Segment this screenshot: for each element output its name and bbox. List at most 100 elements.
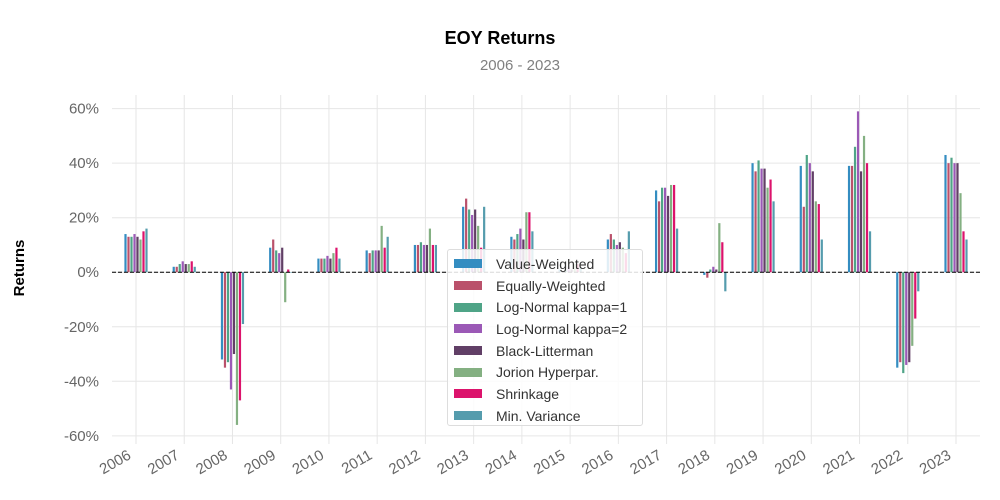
x-tick-label: 2021 bbox=[820, 447, 857, 478]
x-tick-label: 2016 bbox=[579, 447, 616, 478]
bar-log-normal-kappa-2 bbox=[712, 266, 715, 273]
bar-value-weighted bbox=[654, 190, 658, 273]
x-tick-label: 2019 bbox=[724, 447, 761, 478]
legend-swatch bbox=[454, 411, 482, 421]
bar-log-normal-kappa-2 bbox=[278, 253, 281, 273]
y-tick-label: 40% bbox=[69, 155, 99, 172]
bar-jorion-hyperpar- bbox=[862, 135, 866, 273]
bar-equally-weighted bbox=[368, 253, 371, 273]
legend-swatch bbox=[454, 302, 482, 312]
bar-jorion-hyperpar- bbox=[428, 228, 432, 273]
legend-label: Black-Litterman bbox=[496, 342, 594, 359]
bar-log-normal-kappa-1 bbox=[468, 209, 471, 273]
bar-min-variance bbox=[241, 272, 245, 325]
x-tick-label: 2007 bbox=[145, 447, 182, 478]
bar-value-weighted bbox=[365, 250, 368, 273]
bar-log-normal-kappa-1 bbox=[371, 250, 374, 273]
bar-shrinkage bbox=[865, 163, 869, 273]
bar-log-normal-kappa-1 bbox=[323, 258, 326, 273]
bar-black-litterman bbox=[666, 195, 670, 273]
y-tick-labels: 60% 40% 20% 0% -20% -40% -60% bbox=[64, 101, 99, 445]
bar-equally-weighted bbox=[127, 236, 130, 273]
bar-value-weighted bbox=[462, 206, 465, 273]
bar-min-variance bbox=[193, 266, 196, 273]
y-tick-label: -60% bbox=[64, 428, 99, 445]
legend-swatch bbox=[454, 389, 482, 399]
bar-log-normal-kappa-1 bbox=[902, 272, 905, 374]
bar-value-weighted bbox=[896, 272, 899, 368]
bar-jorion-hyperpar- bbox=[187, 264, 190, 273]
bar-black-litterman bbox=[377, 250, 380, 273]
x-tick-label: 2012 bbox=[386, 447, 423, 478]
y-axis-label: Returns bbox=[11, 240, 28, 297]
bar-min-variance bbox=[772, 201, 775, 273]
legend-item: Black-Litterman bbox=[454, 340, 642, 362]
x-tick-label: 2008 bbox=[193, 447, 230, 478]
bar-black-litterman bbox=[136, 236, 139, 273]
y-tick-label: 60% bbox=[69, 101, 99, 118]
chart-subtitle: 2006 - 2023 bbox=[480, 57, 560, 74]
legend-item: Shrinkage bbox=[454, 383, 642, 405]
y-tick-label: -40% bbox=[64, 373, 99, 390]
legend-label: Log-Normal kappa=1 bbox=[496, 299, 628, 316]
bar-shrinkage bbox=[190, 261, 193, 273]
bar-jorion-hyperpar- bbox=[525, 212, 528, 273]
bar-shrinkage bbox=[142, 231, 145, 273]
bar-equally-weighted bbox=[272, 239, 275, 273]
bar-log-normal-kappa-2 bbox=[471, 214, 474, 273]
bar-black-litterman bbox=[329, 258, 332, 273]
legend-label: Equally-Weighted bbox=[496, 277, 606, 294]
legend-item: Log-Normal kappa=1 bbox=[454, 296, 642, 318]
x-tick-label: 2011 bbox=[339, 447, 375, 478]
legend-label: Value-Weighted bbox=[496, 255, 595, 272]
bar-black-litterman bbox=[763, 168, 766, 273]
bar-log-normal-kappa-2 bbox=[905, 272, 908, 365]
bar-black-litterman bbox=[232, 272, 236, 355]
legend-label: Jorion Hyperpar. bbox=[496, 364, 599, 381]
x-tick-label: 2022 bbox=[868, 447, 905, 478]
legend-swatch bbox=[454, 281, 482, 291]
bar-min-variance bbox=[868, 231, 872, 273]
bar-equally-weighted bbox=[802, 206, 805, 273]
bar-value-weighted bbox=[413, 244, 417, 273]
bar-min-variance bbox=[675, 228, 679, 273]
legend-item: Jorion Hyperpar. bbox=[454, 361, 642, 383]
bar-shrinkage bbox=[672, 184, 676, 273]
x-tick-label: 2010 bbox=[290, 447, 327, 478]
bar-shrinkage bbox=[528, 212, 531, 273]
legend-swatch bbox=[454, 346, 482, 356]
bar-log-normal-kappa-2 bbox=[422, 244, 426, 273]
bar-value-weighted bbox=[847, 165, 851, 273]
y-tick-label: 0% bbox=[77, 264, 99, 281]
x-tick-label: 2018 bbox=[675, 447, 712, 478]
x-tick-label: 2020 bbox=[772, 447, 809, 478]
chart-title: EOY Returns bbox=[445, 28, 556, 48]
bar-log-normal-kappa-2 bbox=[760, 168, 763, 273]
bar-black-litterman bbox=[425, 244, 429, 273]
bar-jorion-hyperpar- bbox=[814, 201, 817, 273]
bar-log-normal-kappa-2 bbox=[808, 163, 811, 273]
bar-jorion-hyperpar- bbox=[718, 223, 721, 273]
bar-jorion-hyperpar- bbox=[669, 184, 673, 273]
bar-log-normal-kappa-1 bbox=[805, 154, 808, 273]
bar-shrinkage bbox=[721, 242, 724, 273]
bar-value-weighted bbox=[269, 247, 272, 273]
bar-jorion-hyperpar- bbox=[380, 225, 383, 273]
bar-equally-weighted bbox=[899, 272, 902, 363]
bar-log-normal-kappa-1 bbox=[275, 250, 278, 273]
bar-black-litterman bbox=[956, 163, 959, 273]
chart-legend: Value-Weighted Equally-Weighted Log-Normal… bbox=[447, 249, 643, 426]
bar-black-litterman bbox=[908, 272, 911, 363]
bar-equally-weighted bbox=[465, 198, 468, 273]
bar-equally-weighted bbox=[947, 163, 950, 273]
bar-log-normal-kappa-1 bbox=[226, 272, 230, 363]
bar-black-litterman bbox=[715, 269, 718, 273]
legend-label: Log-Normal kappa=2 bbox=[496, 320, 628, 337]
y-tick-label: 20% bbox=[69, 210, 99, 227]
bar-jorion-hyperpar- bbox=[959, 193, 962, 273]
bar-jorion-hyperpar- bbox=[139, 239, 142, 273]
legend-item: Value-Weighted bbox=[454, 253, 642, 275]
bar-min-variance bbox=[724, 272, 727, 292]
legend-label: Shrinkage bbox=[496, 385, 560, 402]
bar-equally-weighted bbox=[320, 258, 323, 273]
